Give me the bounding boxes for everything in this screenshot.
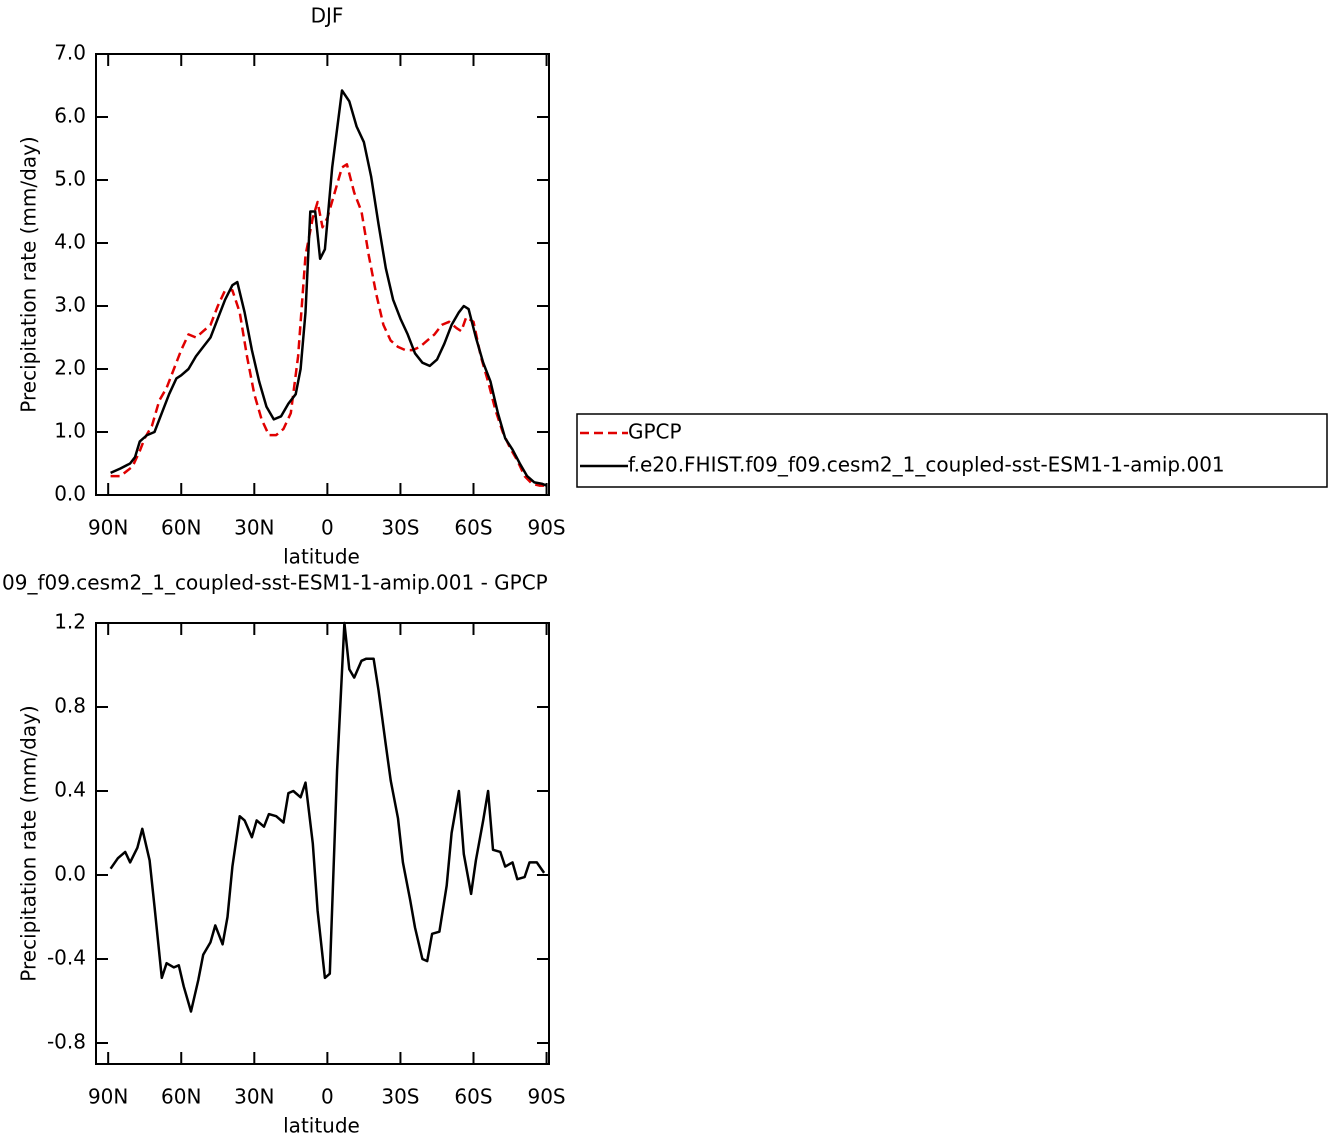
plot-frame: [95, 53, 550, 496]
data-line: [109, 621, 546, 1013]
y-tick-label: 6.0: [54, 104, 86, 128]
x-tick-label: 30S: [381, 1085, 419, 1109]
x-tick-label: 60N: [161, 1085, 201, 1109]
x-tick-label: 0: [321, 516, 334, 540]
x-tick-label: 90S: [527, 1085, 565, 1109]
y-tick-label: -0.4: [47, 946, 86, 970]
x-axis-label: latitude: [283, 1114, 360, 1138]
y-tick-label: 2.0: [54, 356, 86, 380]
x-tick-label: 90N: [88, 516, 128, 540]
y-tick-label: 1.0: [54, 419, 86, 443]
x-axis-label: latitude: [283, 545, 360, 569]
y-tick-label: 3.0: [54, 293, 86, 317]
chart-title: 09_f09.cesm2_1_coupled-sst-ESM1-1-amip.0…: [2, 571, 548, 595]
x-tick-label: 60S: [454, 1085, 492, 1109]
y-tick-label: 4.0: [54, 230, 86, 254]
chart-title: DJF: [311, 4, 344, 28]
y-tick-label: 0.0: [54, 862, 86, 886]
plot-frame: [95, 622, 550, 1065]
x-tick-label: 30N: [234, 1085, 274, 1109]
y-tick-label: 5.0: [54, 167, 86, 191]
y-tick-label: -0.8: [47, 1030, 86, 1054]
y-tick-label: 1.2: [54, 610, 86, 634]
x-tick-label: 90S: [527, 516, 565, 540]
y-axis-label: Precipitation rate (mm/day): [17, 136, 41, 412]
x-tick-label: 60S: [454, 516, 492, 540]
x-tick-label: 30N: [234, 516, 274, 540]
x-tick-label: 0: [321, 1085, 334, 1109]
x-tick-label: 30S: [381, 516, 419, 540]
data-line: [110, 89, 548, 487]
y-tick-label: 0.8: [54, 694, 86, 718]
y-axis-label: Precipitation rate (mm/day): [17, 705, 41, 981]
legend-label: f.e20.FHIST.f09_f09.cesm2_1_coupled-sst-…: [628, 453, 1225, 477]
x-tick-label: 60N: [161, 516, 201, 540]
legend-box: [576, 413, 1328, 488]
y-tick-label: 0.0: [54, 482, 86, 506]
legend-label: GPCP: [628, 420, 682, 444]
y-tick-label: 7.0: [54, 41, 86, 65]
x-tick-label: 90N: [88, 1085, 128, 1109]
y-tick-label: 0.4: [54, 778, 86, 802]
